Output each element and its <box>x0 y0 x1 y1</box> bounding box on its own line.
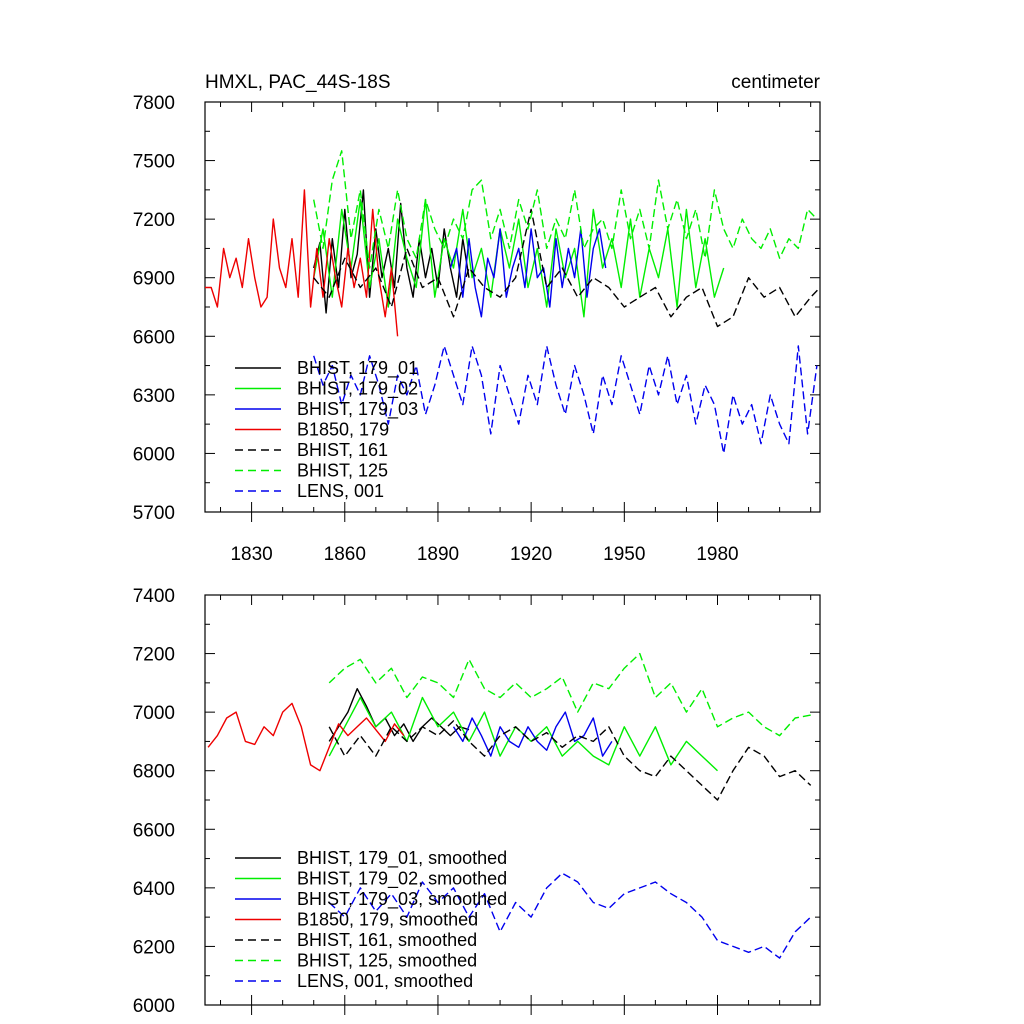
bottom-y-tick-label: 6800 <box>133 762 175 783</box>
top-y-tick-label: 6900 <box>133 269 175 290</box>
bottom-legend-label-bhist-179-02-smoothed: BHIST, 179_02, smoothed <box>297 869 507 890</box>
bottom-legend-label-bhist-179-01-smoothed: BHIST, 179_01, smoothed <box>297 848 507 869</box>
bottom-axis-tick-labels: 6000 6200 6400 6600 6800 7000 7200 7400 <box>133 586 175 1017</box>
top-axis-ticks <box>205 101 820 522</box>
top-y-tick-label: 7200 <box>133 210 175 231</box>
bottom-series-bhist-161-smoothed <box>328 720 812 801</box>
top-y-tick-label: 6000 <box>133 444 175 465</box>
top-x-tick-label: 1830 <box>230 544 272 565</box>
top-y-tick-label: 6600 <box>133 327 175 348</box>
top-series-lens-001 <box>313 345 818 455</box>
bottom-series-group <box>207 652 812 959</box>
bottom-legend-label-lens-001-smoothed: LENS, 001, smoothed <box>297 971 473 991</box>
top-y-tick-label: 6300 <box>133 386 175 407</box>
bottom-y-tick-label: 6400 <box>133 879 175 900</box>
bottom-series-b1850-179-smoothed <box>207 702 405 772</box>
top-axis-tick-labels: 1830 1860 1890 1920 1950 1980 5700 6000 6300 6600… <box>133 93 739 565</box>
bottom-axis-ticks <box>205 594 820 1015</box>
top-legend-label-bhist-125: BHIST, 125 <box>297 461 388 481</box>
top-chart-title: HMXL, PAC_44S-18S <box>205 72 391 93</box>
top-legend-label-bhist-179-03: BHIST, 179_03 <box>297 399 418 420</box>
top-series-bhist-161 <box>313 208 821 328</box>
top-y-tick-label: 7500 <box>133 152 175 173</box>
top-series-bhist-179-03 <box>449 228 607 318</box>
top-series-group <box>205 150 821 455</box>
bottom-legend-label-bhist-161-smoothed: BHIST, 161, smoothed <box>297 930 477 950</box>
top-x-tick-label: 1920 <box>510 544 552 565</box>
top-panel: HMXL, PAC_44S-18S centimeter 1830 1860 189… <box>133 72 821 565</box>
bottom-series-bhist-125-smoothed <box>328 652 811 737</box>
bottom-panel: 6000 6200 6400 6600 6800 7000 7200 7400 BHIST, … <box>133 586 821 1017</box>
bottom-y-tick-label: 7000 <box>133 703 175 724</box>
bottom-y-tick-label: 7200 <box>133 645 175 666</box>
top-chart-units: centimeter <box>731 72 820 93</box>
bottom-series-bhist-179-03-smoothed <box>452 711 613 757</box>
top-series-b1850-179 <box>205 189 399 337</box>
bottom-y-tick-label: 6000 <box>133 996 175 1017</box>
top-legend-label-bhist-179-02: BHIST, 179_02 <box>297 379 418 400</box>
bottom-legend-label-bhist-125-smoothed: BHIST, 125, smoothed <box>297 951 477 971</box>
top-y-tick-label: 5700 <box>133 503 175 524</box>
bottom-y-tick-label: 6200 <box>133 937 175 958</box>
top-legend-label-bhist-161: BHIST, 161 <box>297 440 388 460</box>
top-y-tick-label: 7800 <box>133 93 175 114</box>
top-x-tick-label: 1890 <box>417 544 459 565</box>
bottom-y-tick-label: 6600 <box>133 820 175 841</box>
top-legend-label-b1850-179: B1850, 179 <box>297 420 389 440</box>
bottom-series-lens-001-smoothed <box>328 872 812 959</box>
top-x-tick-label: 1950 <box>603 544 645 565</box>
bottom-legend-label-b1850-179-smoothed: B1850, 179, smoothed <box>297 910 478 930</box>
top-series-bhist-179-02 <box>313 198 725 318</box>
bottom-legend-label-bhist-179-03-smoothed: BHIST, 179_03, smoothed <box>297 889 507 910</box>
bottom-y-tick-label: 7400 <box>133 586 175 607</box>
top-x-tick-label: 1980 <box>696 544 738 565</box>
top-legend-label-bhist-179-01: BHIST, 179_01 <box>297 358 418 379</box>
top-legend-label-lens-001: LENS, 001 <box>297 481 384 501</box>
top-x-tick-label: 1860 <box>324 544 366 565</box>
